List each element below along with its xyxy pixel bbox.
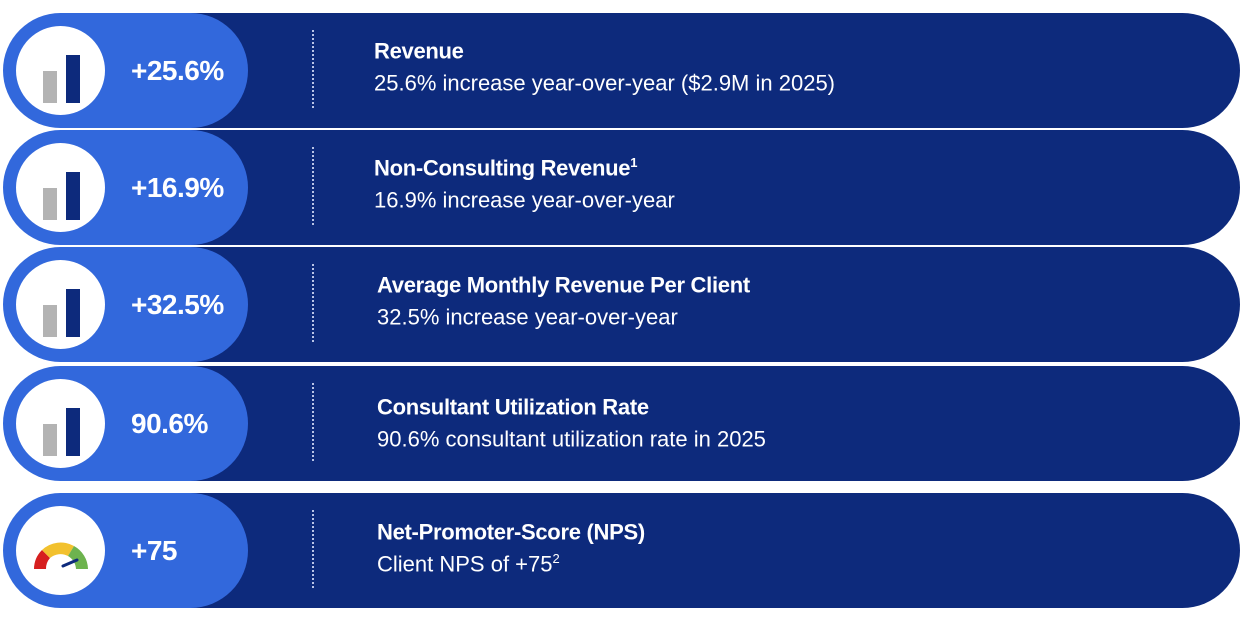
footnote-marker: 2 [552,551,560,567]
bar-chart-icon-tall-bar [66,172,80,220]
bar-chart-icon-tall-bar [66,289,80,337]
kpi-row-nps: +75 Net-Promoter-Score (NPS) Client NPS … [3,493,1240,608]
kpi-title: Revenue [374,38,464,64]
gauge-icon-needle [61,558,79,568]
gauge-icon-yellow-segment [42,542,74,558]
kpi-title: Non-Consulting Revenue1 [374,155,638,181]
divider [312,383,314,461]
bar-chart-icon [16,260,105,349]
kpi-metric: +25.6% [131,55,224,86]
kpi-description: 16.9% increase year-over-year [374,187,675,213]
bar-chart-icon [16,379,105,468]
kpi-metric: +75 [131,535,178,566]
kpi-description: 25.6% increase year-over-year ($2.9M in … [374,70,836,96]
bar-chart-icon-short-bar [43,305,57,337]
bar-chart-icon-tall-bar [66,408,80,456]
gauge-icon [16,506,105,595]
gauge-icon-red-segment [34,550,50,569]
bar-chart-icon-short-bar [43,188,57,220]
kpi-title: Consultant Utilization Rate [377,394,649,420]
kpi-bar [103,130,1240,245]
divider [312,510,314,588]
gauge-icon-green-segment [68,546,88,569]
divider [312,264,314,342]
divider [312,30,314,108]
bar-chart-icon-tall-bar [66,55,80,103]
kpi-row-avg-monthly-revenue: +32.5% Average Monthly Revenue Per Clien… [3,247,1240,362]
kpi-row-non-consulting-revenue: +16.9% Non-Consulting Revenue1 16.9% inc… [3,130,1240,245]
bar-chart-icon-short-bar [43,424,57,456]
kpi-description: 32.5% increase year-over-year [377,304,678,330]
kpi-bar [103,493,1240,608]
kpi-title: Average Monthly Revenue Per Client [377,272,750,298]
kpi-row-utilization: 90.6% Consultant Utilization Rate 90.6% … [3,366,1240,481]
footnote-marker: 1 [630,155,638,170]
bar-chart-icon [16,143,105,232]
kpi-row-revenue: +25.6% Revenue 25.6% increase year-over-… [3,13,1240,128]
kpi-description: 90.6% consultant utilization rate in 202… [377,426,766,452]
kpi-title: Net-Promoter-Score (NPS) [377,519,645,545]
kpi-metric: +32.5% [131,289,224,320]
kpi-description: Client NPS of +752 [377,551,560,577]
bar-chart-icon-short-bar [43,71,57,103]
divider [312,147,314,225]
bar-chart-icon [16,26,105,115]
kpi-metric: +16.9% [131,172,224,203]
kpi-metric: 90.6% [131,408,208,439]
